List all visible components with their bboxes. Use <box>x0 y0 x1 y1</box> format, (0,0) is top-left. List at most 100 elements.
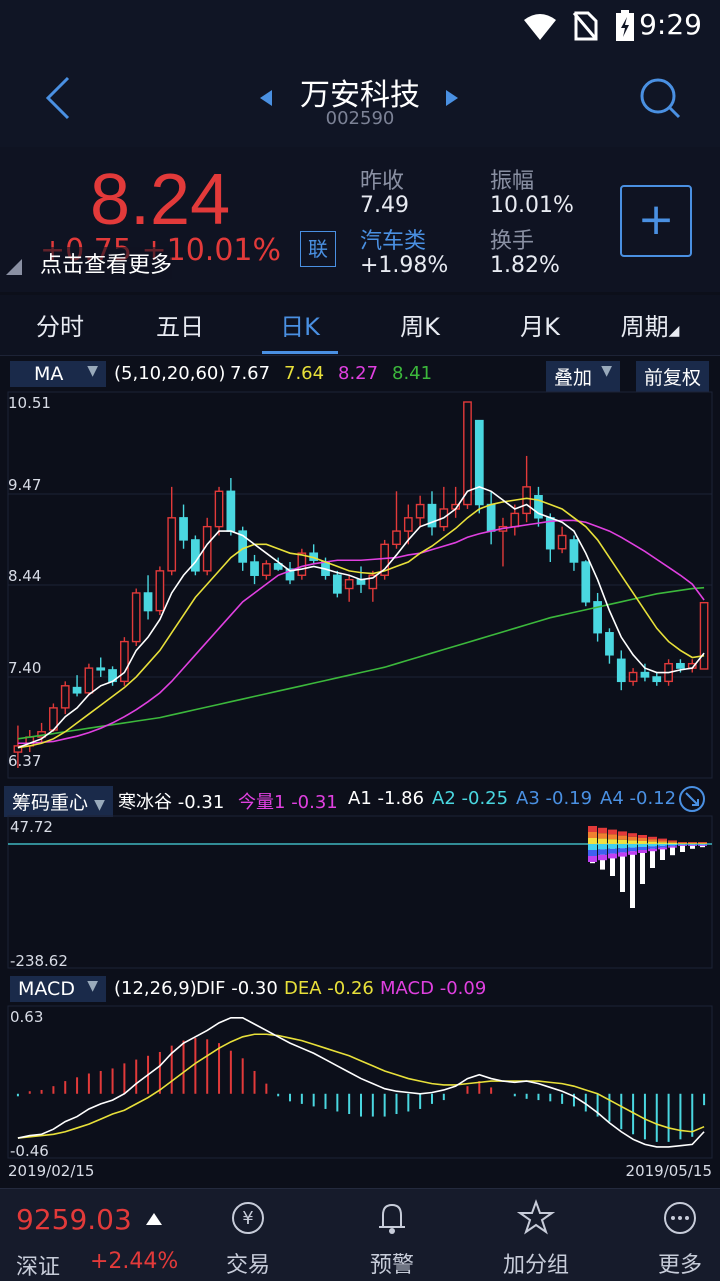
candle-body <box>167 517 177 572</box>
chip-color-segment <box>688 844 697 845</box>
candle-body <box>179 517 188 541</box>
ma60-line <box>17 586 705 740</box>
chip-color-segment <box>628 833 637 837</box>
chip-color-segment <box>678 842 687 843</box>
chip-color-segment <box>658 842 667 844</box>
back-icon[interactable] <box>44 76 74 120</box>
ma20-line <box>17 519 705 745</box>
amplitude-label: 振幅 <box>490 169 535 194</box>
chip-color-segment <box>618 839 627 844</box>
macd-bar: MACD ▼ (12,26,9) DIF -0.30 DEA -0.26 MAC… <box>0 974 720 1004</box>
tab-weekly-k[interactable]: 周K <box>400 313 440 341</box>
status-bar: 9:29 <box>0 0 720 52</box>
chip-color-segment <box>698 845 707 846</box>
search-icon[interactable] <box>638 76 682 120</box>
chip-color-segment <box>698 844 707 846</box>
chip-color-segment <box>608 839 617 844</box>
chip-color-segment <box>688 842 697 843</box>
candle-body <box>332 574 342 594</box>
macd-top-label: 0.63 <box>10 1008 43 1026</box>
kline-chart[interactable]: 10.51 9.47 8.44 7.40 6.37 <box>0 390 720 782</box>
related-button[interactable]: 联 <box>300 231 336 267</box>
macd-chart[interactable]: 0.63 -0.46 2019/02/15 2019/05/15 <box>0 1004 720 1184</box>
add-watchlist-button[interactable]: + <box>620 185 692 257</box>
next-stock-icon[interactable] <box>444 88 460 108</box>
chip-color-segment <box>678 844 687 846</box>
chip-color-segment <box>588 838 597 844</box>
candle-body <box>392 530 401 546</box>
chip-item-4: A3 -0.19 <box>516 788 593 809</box>
macd-frame <box>7 1005 713 1159</box>
ma-selector-label: MA <box>34 363 64 385</box>
candle-body <box>640 671 650 678</box>
chip-color-segment <box>678 844 687 845</box>
sector-label[interactable]: 汽车类 <box>360 229 427 254</box>
chip-color-segment <box>638 847 647 850</box>
chip-color-segment <box>688 842 697 844</box>
candle-body <box>652 676 662 683</box>
last-price: 8.24 <box>90 160 231 240</box>
candle-body <box>534 495 543 519</box>
chip-color-segment <box>588 832 597 838</box>
status-time: 9:29 <box>639 8 702 41</box>
candle-body <box>72 686 82 694</box>
nav-alert[interactable]: 预警 <box>342 1199 442 1279</box>
more-info-hint[interactable]: 点击查看更多 <box>40 247 173 279</box>
candle-body <box>344 578 354 590</box>
chip-color-segment <box>658 838 667 841</box>
chip-color-segment <box>668 842 677 844</box>
chip-color-segment <box>638 838 647 841</box>
candle-body <box>486 503 496 532</box>
expand-icon[interactable] <box>678 785 706 813</box>
period-tabs: 分时 五日 日K 周K 月K 周期◢ <box>0 295 720 356</box>
ma10-value: 7.64 <box>284 363 325 384</box>
nav-trade[interactable]: ¥ 交易 <box>198 1199 298 1279</box>
previous-stock-icon[interactable] <box>258 88 274 108</box>
tab-five-day[interactable]: 五日 <box>156 313 204 341</box>
star-icon <box>516 1199 556 1235</box>
amplitude-value: 10.01% <box>490 193 574 218</box>
ma5-line <box>17 486 705 749</box>
chip-chart[interactable]: 47.72 -238.62 <box>0 814 720 970</box>
tab-daily-k[interactable]: 日K <box>280 313 320 341</box>
index-value[interactable]: 9259.03 <box>16 1203 132 1236</box>
ma20-value: 8.27 <box>338 363 379 384</box>
sector-change: +1.98% <box>360 253 449 278</box>
tab-intraday[interactable]: 分时 <box>36 313 84 341</box>
quote-panel[interactable]: 8.24 +0.75 +10.01% 点击查看更多 联 昨收 7.49 汽车类 … <box>0 147 720 292</box>
chip-color-segment <box>698 842 707 843</box>
chip-color-segment <box>638 841 647 844</box>
index-name: 深证 <box>16 1255 61 1280</box>
chip-color-segment <box>678 843 687 844</box>
candle-body <box>474 419 484 506</box>
chip-color-segment <box>598 833 607 839</box>
adjust-button[interactable]: 前复权 <box>636 361 710 392</box>
candle-body <box>380 543 390 576</box>
chip-color-segment <box>688 845 697 846</box>
macd-selector[interactable]: MACD ▼ <box>10 976 106 1002</box>
chip-color-segment <box>668 845 677 847</box>
chip-color-segment <box>628 847 637 852</box>
tab-monthly-k[interactable]: 月K <box>520 313 560 341</box>
chip-color-segment <box>658 845 667 848</box>
overlay-selector[interactable]: 叠加 ▼ <box>546 361 620 392</box>
chip-bar <box>670 844 675 856</box>
chip-color-segment <box>598 844 607 850</box>
chip-selector[interactable]: 筹码重心 ▼ <box>4 786 113 817</box>
tab-period[interactable]: 周期◢ <box>600 307 700 342</box>
dropdown-icon: ▼ <box>87 363 98 379</box>
chip-color-segment <box>628 851 637 855</box>
candle-body <box>297 552 307 576</box>
turnover-value: 1.82% <box>490 253 560 278</box>
macd-dif: DIF -0.30 <box>196 978 278 999</box>
ma-selector[interactable]: MA ▼ <box>10 361 106 387</box>
nav-more[interactable]: 更多 <box>630 1199 720 1279</box>
chip-color-segment <box>618 831 627 836</box>
macd-params: (12,26,9) <box>114 978 197 999</box>
chip-top-label: 47.72 <box>10 818 53 836</box>
chip-color-segment <box>588 844 597 850</box>
chip-color-segment <box>668 840 677 842</box>
y-tick-label: 8.44 <box>8 567 41 585</box>
chip-color-segment <box>648 844 657 847</box>
nav-add-group[interactable]: 加分组 <box>486 1199 586 1279</box>
